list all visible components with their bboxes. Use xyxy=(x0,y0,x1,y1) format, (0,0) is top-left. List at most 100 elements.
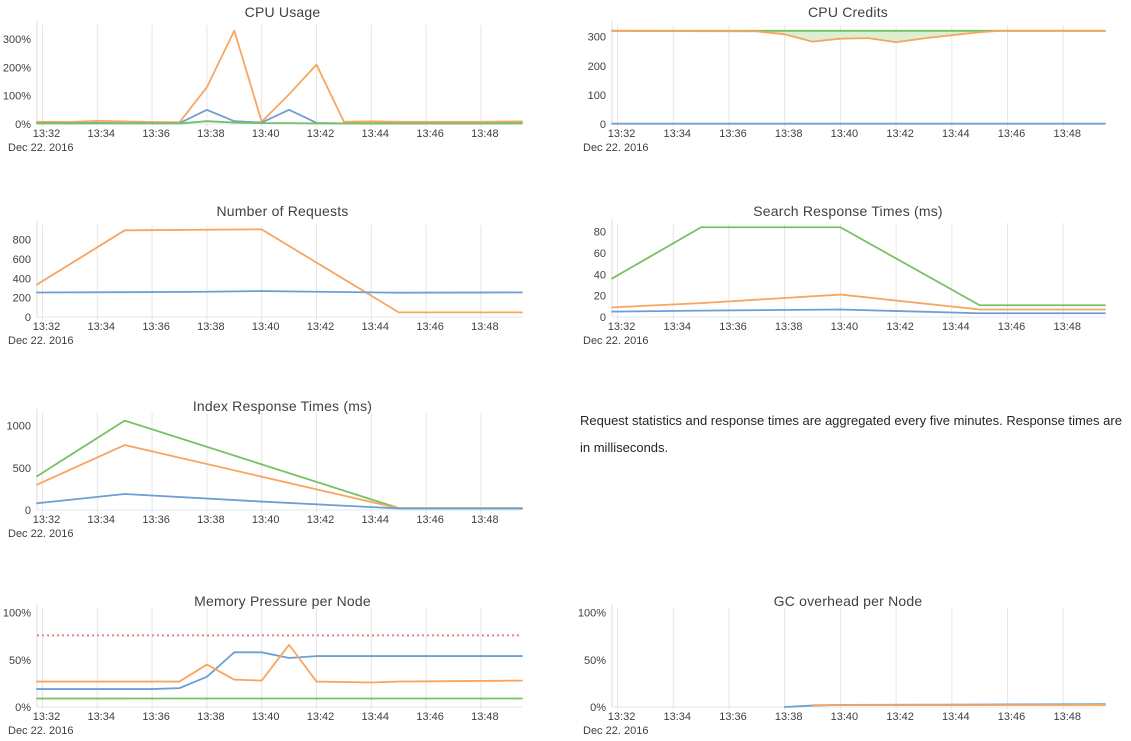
svg-text:13:32: 13:32 xyxy=(608,321,636,333)
svg-text:13:44: 13:44 xyxy=(942,128,970,140)
svg-text:13:34: 13:34 xyxy=(88,514,116,526)
svg-text:13:42: 13:42 xyxy=(307,711,335,723)
chart-number-of-requests: 0 200 400 600 800 13:32 13:34 13:36 13:38 13:40 13… xyxy=(0,193,565,353)
chart-cpu-usage: 0% 100% 200% 300% 13:32 13:34 13:36 13:38 13:40 1… xyxy=(0,0,565,160)
svg-text:13:42: 13:42 xyxy=(886,711,914,723)
svg-text:13:38: 13:38 xyxy=(197,711,225,723)
svg-text:13:34: 13:34 xyxy=(664,711,692,723)
svg-text:13:44: 13:44 xyxy=(362,321,390,333)
svg-text:13:48: 13:48 xyxy=(1053,128,1081,140)
chart-title-number-of-requests: Number of Requests xyxy=(216,203,349,219)
svg-text:400: 400 xyxy=(13,273,31,285)
svg-text:13:40: 13:40 xyxy=(252,711,280,723)
svg-text:13:42: 13:42 xyxy=(307,514,335,526)
index-response-times-plot: 0 500 1000 13:32 13:34 13:36 13:38 13:40 13:42 13… xyxy=(7,409,523,540)
svg-text:13:44: 13:44 xyxy=(362,514,390,526)
svg-text:0%: 0% xyxy=(15,119,31,131)
svg-text:800: 800 xyxy=(13,235,31,247)
svg-text:13:38: 13:38 xyxy=(775,711,803,723)
svg-text:13:44: 13:44 xyxy=(362,711,390,723)
svg-text:13:48: 13:48 xyxy=(1053,711,1081,723)
chart-title-cpu-credits: CPU Credits xyxy=(808,4,888,20)
svg-text:13:40: 13:40 xyxy=(252,514,280,526)
svg-text:13:36: 13:36 xyxy=(142,128,170,140)
svg-text:13:38: 13:38 xyxy=(775,321,803,333)
svg-text:100%: 100% xyxy=(578,608,606,620)
svg-text:13:46: 13:46 xyxy=(416,514,444,526)
svg-text:200%: 200% xyxy=(3,62,31,74)
svg-text:100: 100 xyxy=(588,90,606,102)
svg-text:13:32: 13:32 xyxy=(33,128,61,140)
svg-text:13:40: 13:40 xyxy=(831,321,859,333)
svg-text:Dec 22. 2016: Dec 22. 2016 xyxy=(583,142,648,154)
aggregation-note: Request statistics and response times ar… xyxy=(580,413,1122,455)
svg-text:Dec 22. 2016: Dec 22. 2016 xyxy=(8,528,73,540)
svg-text:13:46: 13:46 xyxy=(998,128,1026,140)
svg-text:Dec 22. 2016: Dec 22. 2016 xyxy=(583,725,648,737)
svg-text:13:42: 13:42 xyxy=(886,128,914,140)
chart-memory-pressure: 0% 50% 100% 13:32 13:34 13:36 13:38 13:40 13:42 1… xyxy=(0,583,565,741)
chart-cpu-credits: 0 100 200 300 13:32 13:34 13:36 13:38 13:40 13:42… xyxy=(565,0,1131,160)
svg-text:13:32: 13:32 xyxy=(33,711,61,723)
svg-text:300: 300 xyxy=(588,32,606,44)
svg-text:13:42: 13:42 xyxy=(307,128,335,140)
svg-text:13:36: 13:36 xyxy=(719,321,747,333)
search-response-times-plot: 0 20 40 60 80 13:32 13:34 13:36 13:38 13:40 13:42 1… xyxy=(583,219,1106,347)
svg-text:Dec 22. 2016: Dec 22. 2016 xyxy=(8,142,73,154)
svg-text:13:36: 13:36 xyxy=(142,321,170,333)
svg-text:13:48: 13:48 xyxy=(471,711,499,723)
svg-text:0: 0 xyxy=(600,312,606,324)
svg-text:1000: 1000 xyxy=(7,421,31,433)
svg-text:500: 500 xyxy=(13,463,31,475)
svg-text:0: 0 xyxy=(600,119,606,131)
svg-text:13:34: 13:34 xyxy=(88,128,116,140)
svg-text:0%: 0% xyxy=(590,702,606,714)
svg-text:13:46: 13:46 xyxy=(416,711,444,723)
svg-text:13:44: 13:44 xyxy=(362,128,390,140)
svg-text:13:48: 13:48 xyxy=(471,128,499,140)
svg-text:60: 60 xyxy=(594,248,606,260)
memory-pressure-plot: 0% 50% 100% 13:32 13:34 13:36 13:38 13:40 13:42 1… xyxy=(3,604,523,737)
svg-text:13:44: 13:44 xyxy=(942,321,970,333)
svg-text:100%: 100% xyxy=(3,608,31,620)
svg-text:13:48: 13:48 xyxy=(1053,321,1081,333)
svg-text:200: 200 xyxy=(13,293,31,305)
svg-text:13:38: 13:38 xyxy=(197,321,225,333)
svg-text:50%: 50% xyxy=(9,655,31,667)
svg-text:13:44: 13:44 xyxy=(942,711,970,723)
svg-text:Dec 22. 2016: Dec 22. 2016 xyxy=(583,335,648,347)
svg-text:300%: 300% xyxy=(3,34,31,46)
chart-gc-overhead: 0% 50% 100% 13:32 13:34 13:36 13:38 13:40 13:42 1… xyxy=(565,583,1131,741)
gc-overhead-plot: 0% 50% 100% 13:32 13:34 13:36 13:38 13:40 13:42 1… xyxy=(578,604,1106,737)
svg-text:0: 0 xyxy=(25,505,31,517)
svg-text:0: 0 xyxy=(25,312,31,324)
svg-text:13:36: 13:36 xyxy=(142,711,170,723)
svg-text:13:38: 13:38 xyxy=(197,514,225,526)
chart-title-gc-overhead: GC overhead per Node xyxy=(773,593,923,609)
svg-text:13:40: 13:40 xyxy=(252,128,280,140)
svg-text:0%: 0% xyxy=(15,702,31,714)
svg-text:40: 40 xyxy=(594,269,606,281)
chart-title-memory-pressure: Memory Pressure per Node xyxy=(194,593,371,609)
cpu-credits-plot: 0 100 200 300 13:32 13:34 13:36 13:38 13:40 13:42… xyxy=(583,21,1106,154)
svg-text:13:46: 13:46 xyxy=(998,711,1026,723)
svg-text:100%: 100% xyxy=(3,91,31,103)
svg-text:13:40: 13:40 xyxy=(831,711,859,723)
svg-text:80: 80 xyxy=(594,227,606,239)
svg-text:13:32: 13:32 xyxy=(608,128,636,140)
chart-search-response-times: 0 20 40 60 80 13:32 13:34 13:36 13:38 13:40 13:42 1… xyxy=(565,193,1131,353)
svg-text:13:36: 13:36 xyxy=(142,514,170,526)
svg-text:13:36: 13:36 xyxy=(719,128,747,140)
svg-text:50%: 50% xyxy=(584,655,606,667)
svg-text:Dec 22. 2016: Dec 22. 2016 xyxy=(8,335,73,347)
svg-text:13:34: 13:34 xyxy=(88,711,116,723)
svg-text:Dec 22. 2016: Dec 22. 2016 xyxy=(8,725,73,737)
svg-text:13:40: 13:40 xyxy=(831,128,859,140)
svg-text:13:46: 13:46 xyxy=(416,321,444,333)
svg-text:13:34: 13:34 xyxy=(88,321,116,333)
svg-text:13:34: 13:34 xyxy=(664,321,692,333)
svg-text:200: 200 xyxy=(588,61,606,73)
svg-text:13:38: 13:38 xyxy=(197,128,225,140)
chart-title-index-response-times: Index Response Times (ms) xyxy=(192,398,373,414)
svg-text:13:36: 13:36 xyxy=(719,711,747,723)
